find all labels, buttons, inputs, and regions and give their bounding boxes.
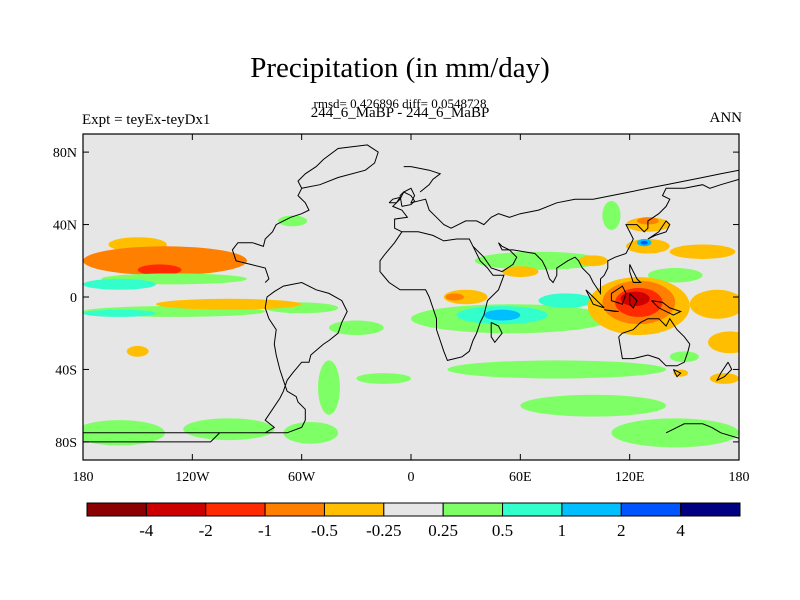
y-tick-label: 40S	[55, 363, 77, 378]
anomaly-patch	[647, 268, 703, 283]
y-tick-label: 80N	[53, 146, 77, 161]
anomaly-patch	[329, 320, 384, 336]
colorbar-swatch	[145, 502, 207, 517]
anomaly-patch	[443, 289, 488, 305]
anomaly-patch	[709, 373, 739, 384]
anomaly-patch	[689, 289, 739, 319]
colorbar-label: -0.5	[311, 521, 338, 540]
anomaly-patch	[277, 215, 308, 227]
anomaly-patch	[155, 298, 302, 310]
anomaly-patch	[447, 360, 667, 379]
coastline	[604, 309, 619, 312]
anomaly-patch	[520, 394, 667, 417]
colorbar-label: -1	[258, 521, 272, 540]
anomaly-patch	[578, 255, 608, 267]
chart-title: Precipitation (in mm/day)	[250, 52, 550, 84]
colorbar-swatch	[620, 502, 682, 517]
x-tick-label: 0	[408, 470, 415, 485]
anomaly-patch	[283, 421, 339, 444]
colorbar-label: -4	[139, 521, 154, 540]
coastline	[231, 144, 379, 283]
anomaly-patch	[483, 309, 521, 321]
coastline	[618, 317, 691, 367]
colorbar-swatch	[561, 502, 622, 517]
coastline	[472, 178, 739, 296]
colorbar-label: 2	[617, 521, 626, 540]
colorbar-swatch	[502, 502, 563, 517]
colorbar-swatch	[323, 502, 385, 517]
coastline	[629, 264, 642, 283]
coastline	[399, 191, 416, 207]
colorbar-label: 0.5	[492, 521, 513, 540]
x-axis: 180 120W 60W 0 60E 120E 180	[73, 134, 750, 485]
anomaly-patch	[83, 309, 156, 317]
coastline	[610, 285, 627, 305]
colorbar-label: 4	[676, 521, 685, 540]
colorbar-swatch	[680, 502, 741, 517]
coastline	[647, 220, 671, 240]
anomaly-patch	[126, 345, 149, 357]
x-tick-label: 180	[73, 470, 94, 485]
experiment-label: Expt = teyEx-teyDx1	[82, 112, 211, 128]
rmsd-diff-stats: rmsd= 0.426896 diff= 0.0548728	[313, 96, 487, 111]
anomaly-patch	[445, 293, 464, 301]
anomaly-patch	[611, 418, 739, 448]
anomaly-patch	[318, 360, 340, 415]
coastline	[403, 166, 442, 193]
coastline	[715, 361, 733, 382]
x-tick-label: 60E	[509, 470, 532, 485]
coastline	[83, 281, 348, 443]
coastline	[651, 300, 683, 316]
colorbar-swatch	[383, 502, 444, 517]
anomaly-patch	[669, 351, 699, 363]
colorbar: -4 -2 -1 -0.5 -0.25 0.25 0.5 1 2 4	[86, 502, 741, 540]
coastline	[379, 231, 505, 361]
anomaly-patch	[602, 201, 621, 230]
coastline	[585, 289, 605, 309]
x-tick-label: 120W	[175, 470, 210, 485]
x-tick-label: 60W	[288, 470, 316, 485]
colorbar-swatch	[264, 502, 325, 517]
y-tick-label: 80S	[55, 436, 77, 451]
anomaly-patch	[474, 251, 603, 270]
y-tick-label: 40N	[53, 219, 77, 234]
anomaly-patch	[356, 373, 411, 384]
anomaly-patch	[137, 264, 182, 276]
anomaly-patch	[640, 240, 648, 245]
colorbar-swatch	[205, 502, 266, 517]
anomaly-patch	[669, 244, 736, 259]
season-label: ANN	[709, 110, 743, 126]
coastline	[391, 169, 739, 233]
y-axis: 80N 40N 0 40S 80S	[53, 146, 739, 451]
anomaly-patch	[502, 266, 539, 278]
coastline	[490, 321, 503, 344]
y-tick-label: 0	[70, 291, 77, 306]
colorbar-label: 1	[558, 521, 567, 540]
coastline	[665, 423, 739, 439]
anomaly-patch	[538, 293, 594, 308]
colorbar-swatch	[86, 502, 147, 517]
anomaly-patch	[183, 418, 275, 441]
coastline	[672, 368, 682, 378]
colorbar-label: -0.25	[366, 521, 401, 540]
coastline	[629, 293, 638, 309]
continent-outlines	[83, 144, 739, 443]
colorbar-swatch	[442, 502, 504, 517]
anomaly-patch	[708, 331, 739, 354]
chart-subtitle: 244_6_MaBP - 244_6_MaBP	[310, 105, 490, 121]
colorbar-label: 0.25	[428, 521, 458, 540]
x-tick-label: 120E	[615, 470, 645, 485]
x-tick-label: 180	[729, 470, 750, 485]
colorbar-label: -2	[199, 521, 213, 540]
anomaly-patch	[83, 246, 247, 276]
anomaly-patch	[83, 278, 156, 290]
anomaly-contours	[83, 201, 739, 448]
